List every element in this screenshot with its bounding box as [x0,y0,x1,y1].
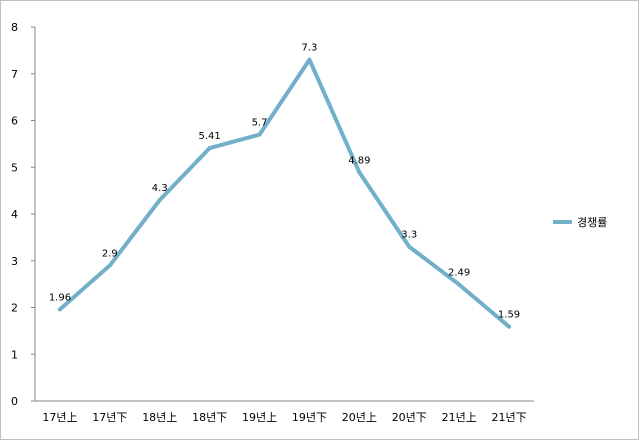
data-label: 1.59 [498,310,520,321]
data-label: 1.96 [49,292,71,303]
data-label: 7.3 [301,43,317,54]
y-tick-label: 7 [11,68,18,81]
data-point [457,282,462,287]
x-tick-label: 21년下 [491,411,526,424]
x-tick-label: 18년下 [192,411,227,424]
data-point [507,324,512,329]
data-label: 3.3 [401,230,417,241]
y-tick-label: 6 [11,115,18,128]
data-point [207,146,212,151]
y-tick-label: 5 [11,161,18,174]
x-tick-label: 19년上 [242,411,277,424]
y-tick-label: 0 [11,395,18,408]
data-label: 4.3 [152,183,168,194]
x-tick-label: 21년上 [442,411,477,424]
data-point [407,244,412,249]
data-point [257,132,262,137]
data-point [357,170,362,175]
data-label: 4.89 [348,155,370,166]
x-tick-label: 19년下 [292,411,327,424]
y-axis-ticks: 0 1 2 3 4 5 6 7 8 [11,21,35,408]
data-point [57,307,62,312]
x-tick-label: 20년上 [342,411,377,424]
y-tick-label: 4 [11,208,18,221]
data-label: 2.9 [102,248,118,259]
data-labels: 1.96 2.9 4.3 5.41 5.7 7.3 4.89 3.3 2.49 1.59 [49,43,520,329]
x-axis-ticks: 17년上 17년下 18년上 18년下 19년上 19년下 20년上 20년下 21년上 21년下 [42,411,526,424]
data-label: 2.49 [448,268,470,279]
y-tick-label: 2 [11,302,18,315]
y-tick-label: 1 [11,348,18,361]
x-tick-label: 17년下 [92,411,127,424]
data-point [107,263,112,268]
data-label: 5.7 [252,118,268,129]
legend-label: 경쟁률 [577,216,607,229]
data-point [157,197,162,202]
legend: 경쟁률 [553,216,607,229]
x-tick-label: 20년下 [392,411,427,424]
data-point [307,57,312,62]
series-line-competition-rate [57,57,512,329]
x-tick-label: 18년上 [142,411,177,424]
y-tick-label: 8 [11,21,18,34]
y-tick-label: 3 [11,255,18,268]
data-label: 5.41 [199,131,221,142]
x-tick-label: 17년上 [42,411,77,424]
